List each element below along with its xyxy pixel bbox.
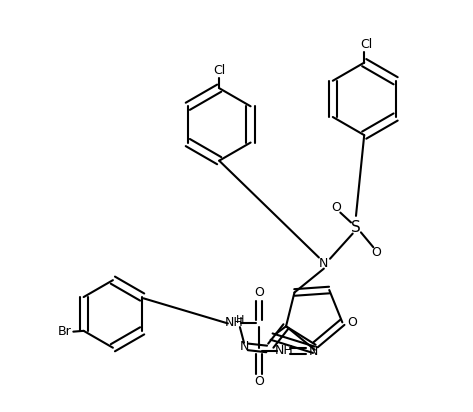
Text: Cl: Cl [360,38,372,52]
Text: O: O [254,375,264,389]
Text: Br: Br [58,325,72,338]
Text: O: O [331,201,341,214]
Text: N: N [239,340,249,353]
Text: S: S [351,220,361,235]
Text: N: N [319,257,329,270]
Text: H: H [236,315,244,325]
Text: NH: NH [275,344,294,357]
Text: Cl: Cl [213,64,225,77]
Text: O: O [348,316,358,329]
Text: O: O [372,246,382,259]
Text: O: O [254,286,264,299]
Text: N: N [308,344,318,358]
Text: NH: NH [225,316,244,329]
